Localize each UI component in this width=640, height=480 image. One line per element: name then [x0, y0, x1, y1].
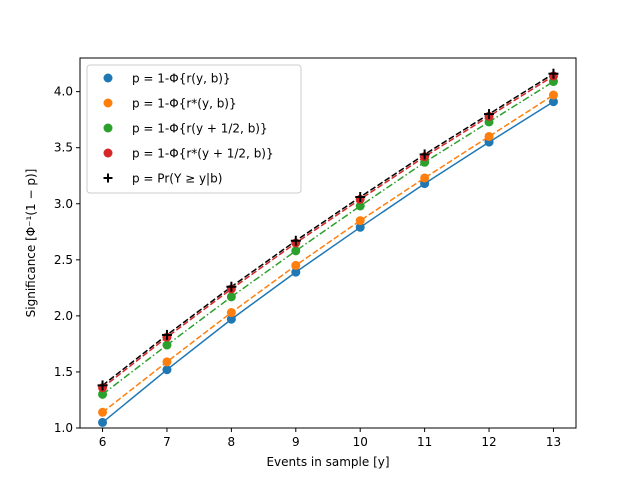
legend-label: p = 1-Φ{r(y + 1/2, b)}	[132, 122, 268, 136]
x-axis: 6 7 8 9 10 11 12 13	[99, 428, 561, 449]
plot-area	[79, 57, 577, 429]
series-line	[102, 101, 554, 423]
data-point	[98, 407, 108, 417]
data-point	[484, 109, 495, 120]
x-axis-label: Events in sample [y]	[266, 455, 389, 469]
x-tick-label: 7	[163, 435, 171, 449]
series-line	[102, 80, 554, 395]
data-point	[548, 90, 558, 100]
y-tick-label: 2.5	[54, 253, 73, 267]
data-point	[226, 292, 236, 302]
y-axis: 1.0 1.5 2.0 2.5 3.0 3.5 4.0	[54, 85, 80, 435]
series-layer	[97, 68, 559, 427]
y-tick-label: 3.5	[54, 141, 73, 155]
series-line	[102, 94, 554, 413]
data-point	[291, 260, 301, 270]
data-point	[226, 281, 237, 292]
data-point	[162, 340, 172, 350]
axes-frame	[79, 57, 577, 429]
data-point	[355, 222, 365, 232]
legend-label: p = Pr(Y ≥ y|b)	[132, 172, 222, 186]
legend-box	[86, 64, 302, 194]
legend-label: p = 1-Φ{r*(y, b)}	[132, 97, 237, 111]
legend-marker	[103, 173, 113, 183]
data-point	[162, 357, 172, 367]
legend-marker	[103, 148, 113, 158]
data-point	[162, 365, 172, 375]
data-point	[291, 267, 301, 277]
x-tick-label: 8	[228, 435, 236, 449]
data-point	[355, 192, 366, 203]
legend-marker	[103, 123, 113, 133]
x-tick-label: 6	[99, 435, 107, 449]
series-line	[102, 73, 554, 386]
data-point	[226, 308, 236, 318]
data-point	[420, 173, 430, 183]
data-point	[548, 68, 559, 79]
legend-label: p = 1-Φ{r(y, b)}	[132, 72, 231, 86]
data-point	[355, 216, 365, 226]
y-tick-label: 1.5	[54, 365, 73, 379]
data-point	[161, 329, 172, 340]
legend-marker	[103, 98, 113, 108]
x-tick-label: 10	[353, 435, 368, 449]
data-point	[419, 149, 430, 160]
data-point	[484, 131, 494, 141]
y-axis-label: Significance [Φ⁻¹(1 − p)]	[24, 169, 38, 318]
y-tick-label: 1.0	[54, 421, 73, 435]
series-line	[102, 75, 554, 389]
data-point	[355, 201, 365, 211]
y-tick-label: 4.0	[54, 85, 73, 99]
data-point	[290, 235, 301, 246]
legend-marker	[103, 73, 113, 83]
data-point	[98, 389, 108, 399]
x-tick-label: 9	[292, 435, 300, 449]
x-tick-label: 11	[417, 435, 432, 449]
legend: p = 1-Φ{r(y, b)} p = 1-Φ{r*(y, b)} p = 1-Φ…	[86, 64, 302, 194]
legend-label: p = 1-Φ{r*(y + 1/2, b)}	[132, 147, 274, 161]
data-point	[98, 417, 108, 427]
data-point	[97, 380, 108, 391]
x-tick-label: 12	[481, 435, 496, 449]
y-tick-label: 3.0	[54, 197, 73, 211]
data-point	[226, 314, 236, 324]
data-point	[548, 97, 558, 107]
y-tick-label: 2.0	[54, 309, 73, 323]
data-point	[291, 246, 301, 256]
x-tick-label: 13	[546, 435, 561, 449]
